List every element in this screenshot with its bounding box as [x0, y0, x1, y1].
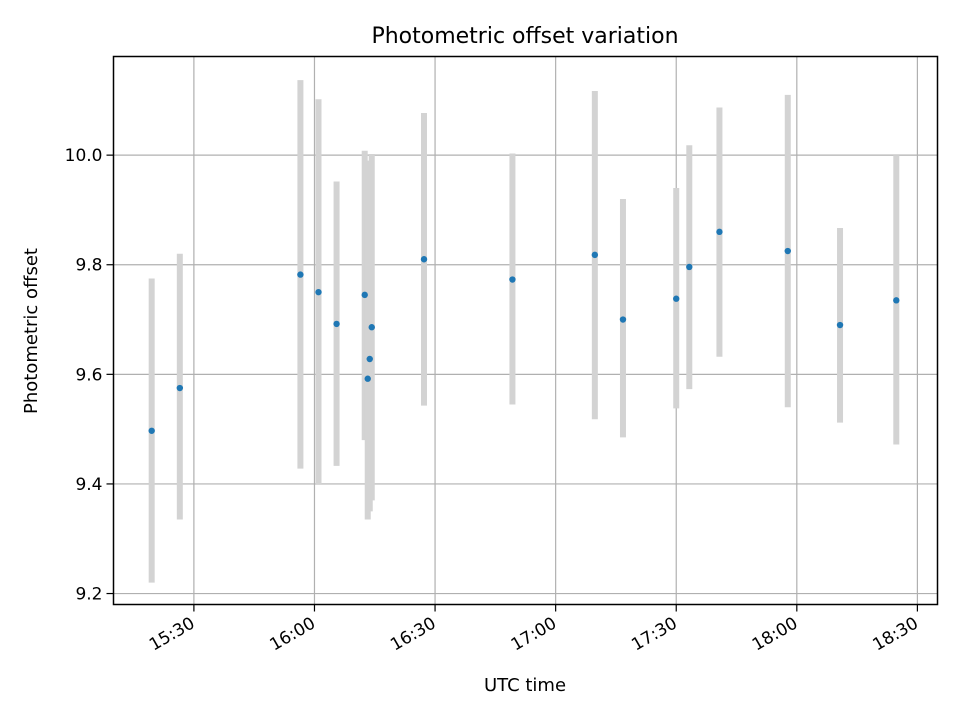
x-axis-label: UTC time: [484, 675, 566, 696]
data-point: [893, 297, 900, 304]
data-point: [333, 320, 340, 328]
y-tick-label: 9.2: [75, 585, 102, 605]
data-point: [673, 295, 680, 302]
y-axis-ticks: 9.2 9.4 9.6 9.8 10.0: [65, 146, 114, 605]
data-points: [148, 228, 900, 434]
y-tick-label: 9.8: [75, 256, 102, 276]
y-tick-label: 9.4: [75, 475, 102, 495]
data-point: [836, 321, 844, 329]
data-point: [686, 263, 693, 271]
data-point: [361, 291, 368, 299]
chart-title: Photometric offset variation: [371, 24, 678, 49]
data-point: [364, 375, 371, 382]
data-point: [619, 316, 627, 323]
data-point: [368, 324, 375, 331]
data-point: [176, 384, 184, 392]
data-point: [591, 251, 599, 259]
data-point: [784, 247, 791, 255]
data-point: [716, 228, 723, 236]
data-point: [148, 427, 155, 434]
data-point: [297, 271, 304, 278]
y-axis-label: Photometric offset: [21, 248, 42, 414]
y-tick-label: 10.0: [65, 146, 103, 166]
data-point: [420, 256, 428, 263]
data-point: [315, 288, 322, 296]
y-tick-label: 9.6: [75, 365, 102, 385]
data-point: [366, 355, 373, 363]
plot-frame: [112, 55, 939, 606]
data-point: [509, 276, 516, 283]
